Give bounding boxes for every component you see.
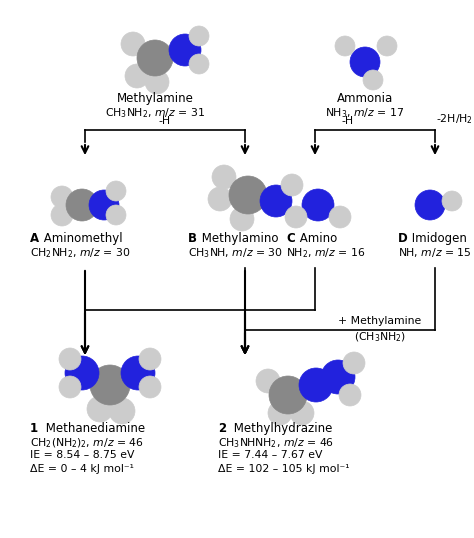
Circle shape	[377, 36, 397, 56]
Circle shape	[208, 187, 232, 211]
Circle shape	[442, 191, 462, 211]
Circle shape	[256, 369, 280, 393]
Circle shape	[121, 356, 155, 390]
Text: CH$_3$NHNH$_2$, $\it{m/z}$ = 46: CH$_3$NHNH$_2$, $\it{m/z}$ = 46	[218, 436, 334, 450]
Text: -H: -H	[342, 116, 354, 126]
Circle shape	[59, 348, 81, 370]
Text: Imidogen: Imidogen	[408, 232, 467, 245]
Circle shape	[106, 205, 126, 225]
Circle shape	[260, 185, 292, 217]
Circle shape	[65, 356, 99, 390]
Text: -2H/H$_2$: -2H/H$_2$	[436, 112, 473, 126]
Circle shape	[139, 376, 161, 398]
Text: D: D	[398, 232, 408, 245]
Text: CH$_3$NH, $\it{m/z}$ = 30: CH$_3$NH, $\it{m/z}$ = 30	[188, 246, 283, 260]
Text: CH$_3$NH$_2$, $\it{m/z}$ = 31: CH$_3$NH$_2$, $\it{m/z}$ = 31	[105, 106, 205, 120]
Text: 1: 1	[30, 422, 38, 435]
Circle shape	[321, 360, 355, 394]
Text: NH, $\it{m/z}$ = 15: NH, $\it{m/z}$ = 15	[398, 246, 472, 259]
Text: IE = 8.54 – 8.75 eV: IE = 8.54 – 8.75 eV	[30, 450, 135, 460]
Text: Aminomethyl: Aminomethyl	[40, 232, 123, 245]
Text: 2: 2	[218, 422, 226, 435]
Text: Methylhydrazine: Methylhydrazine	[230, 422, 332, 435]
Circle shape	[109, 398, 135, 424]
Circle shape	[363, 70, 383, 90]
Text: B: B	[188, 232, 197, 245]
Text: Amino: Amino	[296, 232, 337, 245]
Circle shape	[121, 32, 145, 56]
Circle shape	[139, 348, 161, 370]
Text: Methylamino: Methylamino	[198, 232, 279, 245]
Circle shape	[415, 190, 445, 220]
Circle shape	[90, 365, 130, 405]
Text: IE = 7.44 – 7.67 eV: IE = 7.44 – 7.67 eV	[218, 450, 322, 460]
Text: -H: -H	[159, 116, 171, 126]
Text: ΔE = 0 – 4 kJ mol⁻¹: ΔE = 0 – 4 kJ mol⁻¹	[30, 464, 134, 474]
Text: CH$_2$NH$_2$, $\it{m/z}$ = 30: CH$_2$NH$_2$, $\it{m/z}$ = 30	[30, 246, 130, 260]
Circle shape	[106, 181, 126, 201]
Text: NH$_2$, $\it{m/z}$ = 16: NH$_2$, $\it{m/z}$ = 16	[286, 246, 365, 260]
Circle shape	[299, 368, 333, 402]
Circle shape	[87, 396, 113, 422]
Text: A: A	[30, 232, 39, 245]
Text: C: C	[286, 232, 295, 245]
Circle shape	[66, 189, 98, 221]
Circle shape	[269, 376, 307, 414]
Circle shape	[350, 47, 380, 77]
Circle shape	[89, 190, 119, 220]
Text: (CH$_3$NH$_2$): (CH$_3$NH$_2$)	[354, 330, 406, 344]
Circle shape	[285, 206, 307, 228]
Circle shape	[189, 54, 209, 74]
Circle shape	[329, 206, 351, 228]
Circle shape	[145, 70, 169, 94]
Text: CH$_2$(NH$_2$)$_2$, $\it{m/z}$ = 46: CH$_2$(NH$_2$)$_2$, $\it{m/z}$ = 46	[30, 436, 144, 450]
Circle shape	[169, 34, 201, 66]
Text: Ammonia: Ammonia	[337, 92, 393, 105]
Circle shape	[137, 40, 173, 76]
Text: Methylamine: Methylamine	[117, 92, 193, 105]
Circle shape	[343, 352, 365, 374]
Circle shape	[51, 186, 73, 208]
Circle shape	[212, 165, 236, 189]
Circle shape	[125, 64, 149, 88]
Circle shape	[51, 204, 73, 226]
Text: NH$_3$, $\it{m/z}$ = 17: NH$_3$, $\it{m/z}$ = 17	[326, 106, 404, 120]
Text: Methanediamine: Methanediamine	[42, 422, 145, 435]
Circle shape	[189, 26, 209, 46]
Circle shape	[335, 36, 355, 56]
Circle shape	[290, 401, 314, 425]
Circle shape	[59, 376, 81, 398]
Circle shape	[281, 174, 303, 196]
Circle shape	[230, 207, 254, 231]
Circle shape	[339, 384, 361, 406]
Text: ΔE = 102 – 105 kJ mol⁻¹: ΔE = 102 – 105 kJ mol⁻¹	[218, 464, 349, 474]
Circle shape	[302, 189, 334, 221]
Text: + Methylamine: + Methylamine	[338, 316, 422, 326]
Circle shape	[268, 401, 292, 425]
Circle shape	[229, 176, 267, 214]
